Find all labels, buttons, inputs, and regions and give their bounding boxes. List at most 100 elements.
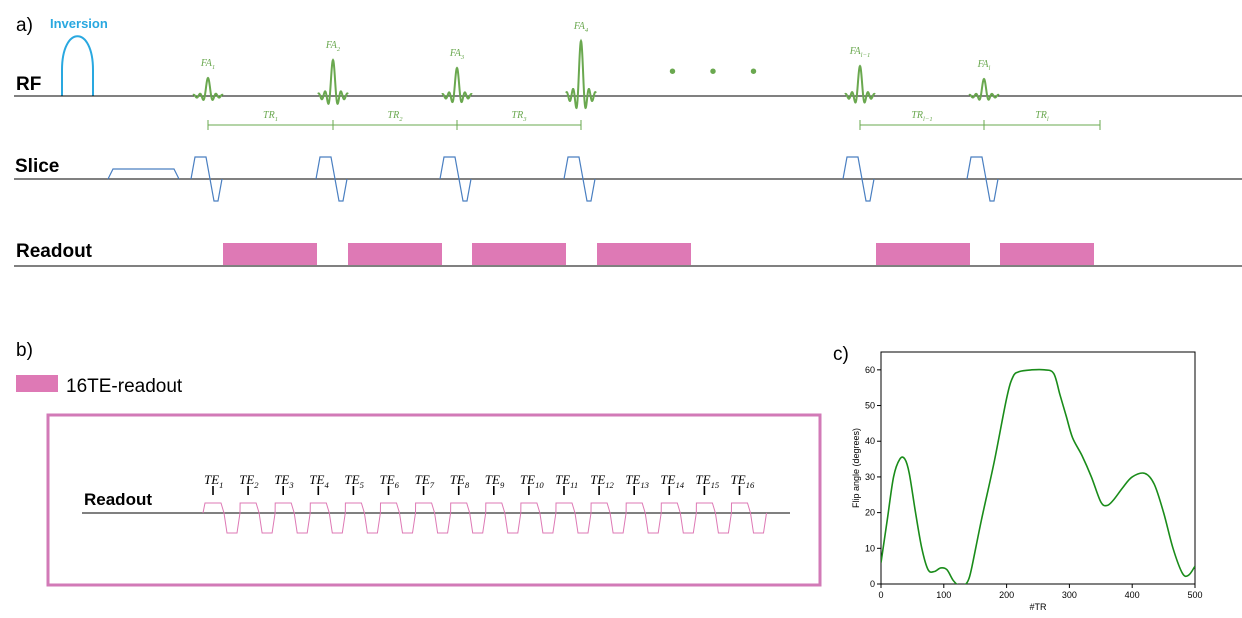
slice-gradients: [107, 156, 999, 202]
readout-detail-box: [46, 413, 822, 587]
echo-gradients: TE1 TE2 TE3 TE4 TE5 TE6 TE7 TE8 TE9 TE10 TE11 TE12 T…: [202, 472, 767, 534]
inversion-label: Inversion: [50, 16, 108, 31]
te-label-8-sub: 8: [465, 480, 470, 490]
te-label-10-base: TE: [520, 472, 535, 487]
panel-c-label: c): [833, 344, 849, 365]
te-label-14: TE14: [660, 472, 684, 490]
te-label-1-sub: 1: [219, 480, 223, 490]
panel-b-readout-detail: b) 16TE-readout Readout TE1 TE2 TE3 TE4 TE5 T…: [16, 340, 822, 587]
te-label-9: TE9: [485, 472, 505, 490]
fa-label-6-base: FA: [977, 59, 990, 70]
x-tick-label: 100: [936, 590, 951, 600]
te-label-12: TE12: [590, 472, 614, 490]
te-label-15-base: TE: [695, 472, 710, 487]
slice-gradient-3: [439, 156, 472, 202]
fa-label-2-base: FA: [325, 40, 338, 51]
te-label-3-base: TE: [274, 472, 289, 487]
panel-b-label: b): [16, 340, 33, 361]
slice-row-label: Slice: [15, 156, 59, 177]
fa-label-4: FA4: [573, 21, 589, 34]
te-label-16: TE16: [731, 472, 755, 490]
te-label-7-sub: 7: [430, 480, 435, 490]
rf-pulse-2: [317, 58, 349, 106]
tr-label-2-sub: 2: [399, 116, 403, 123]
te-label-13-base: TE: [625, 472, 640, 487]
te-label-6: TE6: [380, 472, 400, 490]
rf-pulse-3: [441, 66, 473, 104]
te-label-7: TE7: [415, 472, 435, 490]
readout-block-5: [876, 243, 970, 265]
x-tick-label: 300: [1062, 590, 1077, 600]
te-label-13-sub: 13: [640, 480, 649, 490]
rf-pulse-1: [192, 76, 224, 101]
te-label-5-sub: 5: [360, 480, 365, 490]
y-tick-label: 50: [865, 401, 875, 411]
te-label-11-base: TE: [555, 472, 570, 487]
readout-row-label: Readout: [16, 241, 93, 262]
te-label-11: TE11: [555, 472, 578, 490]
te-label-9-base: TE: [485, 472, 500, 487]
y-tick-label: 20: [865, 508, 875, 518]
tr-label-4: TRl−1: [911, 110, 932, 123]
tr-label-2: TR2: [388, 110, 404, 123]
te-label-15-sub: 15: [711, 480, 720, 490]
fa-label-3-sub: 3: [460, 54, 465, 61]
te-label-2-sub: 2: [254, 480, 259, 490]
fa-label-2: FA2: [325, 40, 341, 53]
te-label-1-base: TE: [204, 472, 219, 487]
fa-label-6: FAl: [977, 59, 991, 72]
fa-label-1: FA1: [200, 58, 215, 71]
rf-row-label: RF: [16, 74, 41, 95]
tr-label-1: TR1: [263, 110, 278, 123]
te-label-8-base: TE: [450, 472, 465, 487]
te-label-4: TE4: [309, 472, 329, 490]
x-axis-label: #TR: [1029, 602, 1047, 612]
te-label-14-base: TE: [660, 472, 675, 487]
fa-label-3: FA3: [449, 48, 465, 61]
te-label-2-base: TE: [239, 472, 254, 487]
te-label-11-sub: 11: [570, 480, 578, 490]
tr-label-5-sub: l: [1047, 116, 1049, 123]
te-label-4-base: TE: [309, 472, 324, 487]
panel-a-pulse-sequence: a) Inversion RF Slice Readout • • • FA1F…: [14, 15, 1242, 267]
te-label-16-base: TE: [731, 472, 746, 487]
tr-label-1-sub: 1: [275, 116, 278, 123]
flip-angle-chart: 0 100 200 300 400 500 0 10 20 30 40 50 60 #TR Flip ang…: [851, 351, 1203, 612]
te-label-12-sub: 12: [605, 480, 614, 490]
readout-block-2: [348, 243, 442, 265]
fa-label-1-base: FA: [200, 58, 213, 69]
te-label-13: TE13: [625, 472, 649, 490]
inversion-spoiler-gradient: [107, 168, 180, 180]
tr-label-3-sub: 3: [522, 116, 527, 123]
fa-label-4-sub: 4: [585, 27, 589, 34]
chart-frame: [880, 351, 1196, 585]
te-label-12-base: TE: [590, 472, 605, 487]
tr-label-2-base: TR: [388, 110, 400, 121]
fa-label-5-sub: l−1: [861, 52, 871, 59]
te-label-4-sub: 4: [324, 480, 329, 490]
inversion-pulse: [61, 35, 94, 96]
y-tick-label: 30: [865, 472, 875, 482]
te-label-14-sub: 14: [675, 480, 684, 490]
readout-detail-label: Readout: [84, 490, 152, 509]
te-label-1: TE1: [204, 472, 223, 490]
readout-block-1: [223, 243, 317, 265]
y-tick-label: 60: [865, 365, 875, 375]
te-label-10: TE10: [520, 472, 544, 490]
te-label-2: TE2: [239, 472, 259, 490]
readout-block-6: [1000, 243, 1094, 265]
slice-gradient-2: [315, 156, 348, 202]
ellipsis: • • •: [669, 61, 771, 83]
te-label-3: TE3: [274, 472, 293, 490]
fa-label-4-base: FA: [573, 21, 586, 32]
te-label-7-base: TE: [415, 472, 430, 487]
fa-label-3-base: FA: [449, 48, 462, 59]
y-axis-label: Flip angle (degrees): [851, 428, 861, 508]
rf-pulse-4: [565, 38, 597, 110]
te-label-10-sub: 10: [535, 480, 544, 490]
tr-label-4-base: TR: [911, 110, 923, 121]
te-label-9-sub: 9: [500, 480, 505, 490]
tr-label-3-base: TR: [512, 110, 524, 121]
